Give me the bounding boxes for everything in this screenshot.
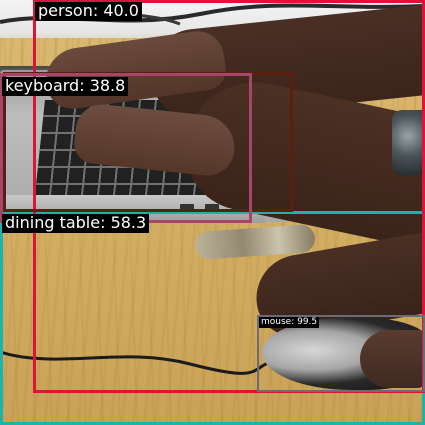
label-keyboard: keyboard: 38.8 [2,77,129,96]
mouse-cable-graphic [0,350,270,375]
laptop-port [180,204,194,212]
label-person: person: 40.0 [35,2,142,21]
label-mouse: mouse: 99.5 [259,317,320,328]
mouse-finger [360,330,425,388]
wristwatch [392,110,425,175]
laptop-port [205,204,219,212]
bbox-person [33,0,425,393]
label-dining-table: dining table: 58.3 [2,214,150,233]
bbox-mouse [257,315,425,392]
